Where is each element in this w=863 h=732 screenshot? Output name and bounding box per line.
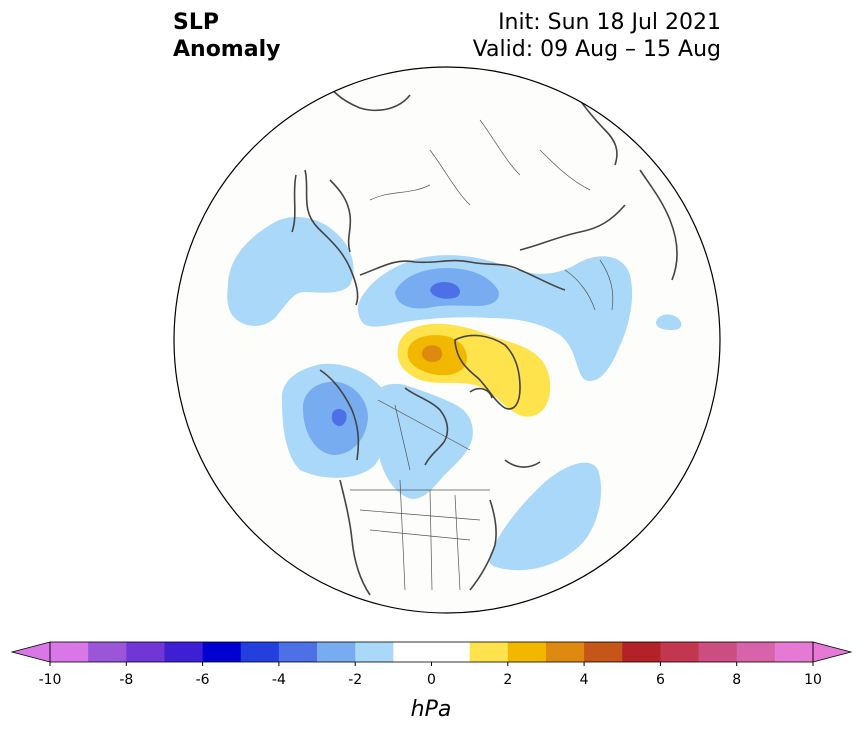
chart-title: SLP Anomaly bbox=[173, 9, 280, 63]
colorbar-cell bbox=[355, 642, 394, 662]
colorbar-extend-max bbox=[812, 641, 853, 663]
colorbar-tick-label: -8 bbox=[119, 672, 133, 688]
colorbar-tick-label: 0 bbox=[427, 672, 436, 688]
colorbar-tick-label: 2 bbox=[503, 672, 512, 688]
colorbar-cell bbox=[278, 642, 318, 662]
colorbar-cell bbox=[507, 642, 547, 662]
colorbar-unit: hPa bbox=[411, 697, 452, 722]
colorbar-tick-label: 8 bbox=[732, 672, 741, 688]
colorbar-cell bbox=[164, 642, 204, 662]
colorbar-cell bbox=[622, 642, 661, 662]
anomaly-pos-arctic-center bbox=[421, 345, 443, 362]
valid-range: Valid: 09 Aug – 15 Aug bbox=[472, 37, 721, 62]
init-date: Init: Sun 18 Jul 2021 bbox=[498, 10, 721, 35]
colorbar-cell bbox=[393, 642, 432, 662]
anomaly-neg-siberia-center bbox=[430, 282, 460, 299]
colorbar-cell bbox=[431, 642, 471, 662]
colorbar-cell bbox=[774, 642, 814, 662]
colorbar-tick-label: -4 bbox=[272, 672, 286, 688]
colorbar-tick-label: 6 bbox=[656, 672, 665, 688]
borders bbox=[350, 119, 614, 591]
colorbar-tick-label: -2 bbox=[348, 672, 362, 688]
colorbar-ticks: -10 -8 -6 -4 -2 0 2 4 6 8 10 bbox=[39, 662, 822, 688]
colorbar-extend-min bbox=[10, 641, 51, 663]
map-boundary bbox=[173, 66, 721, 614]
colorbar-cell bbox=[202, 642, 242, 662]
colorbar-tick-label: 4 bbox=[580, 672, 589, 688]
anomaly-neg-barents bbox=[656, 314, 682, 330]
title-variable: SLP bbox=[173, 10, 219, 35]
colorbar-cell bbox=[50, 642, 89, 662]
colorbar-cell bbox=[240, 642, 280, 662]
anomaly-neg-canada bbox=[373, 383, 473, 499]
anomaly-neg-nw-atlantic bbox=[488, 462, 602, 571]
colorbar-tick-label: 10 bbox=[804, 672, 822, 688]
anomaly-neg-gulf-alaska-center bbox=[331, 409, 347, 427]
colorbar-cell bbox=[88, 642, 127, 662]
colorbar-cell bbox=[126, 642, 165, 662]
colorbar-cell bbox=[317, 642, 356, 662]
chart-dates: Init: Sun 18 Jul 2021 Valid: 09 Aug – 15… bbox=[473, 9, 721, 63]
colorbar-cell bbox=[469, 642, 509, 662]
anomaly-neg-north-atlantic bbox=[227, 217, 354, 326]
colorbar-cells bbox=[50, 642, 814, 662]
colorbar-tick-label: -10 bbox=[39, 672, 62, 688]
colorbar-tick-label: -6 bbox=[196, 672, 210, 688]
map-disc bbox=[174, 67, 720, 613]
title-variable-sub: Anomaly bbox=[173, 37, 281, 62]
colorbar-cell bbox=[736, 642, 776, 662]
polar-map bbox=[173, 66, 721, 614]
colorbar-cell bbox=[545, 642, 585, 662]
colorbar-cell bbox=[584, 642, 623, 662]
colorbar-cell bbox=[698, 642, 738, 662]
colorbar-cell bbox=[660, 642, 700, 662]
